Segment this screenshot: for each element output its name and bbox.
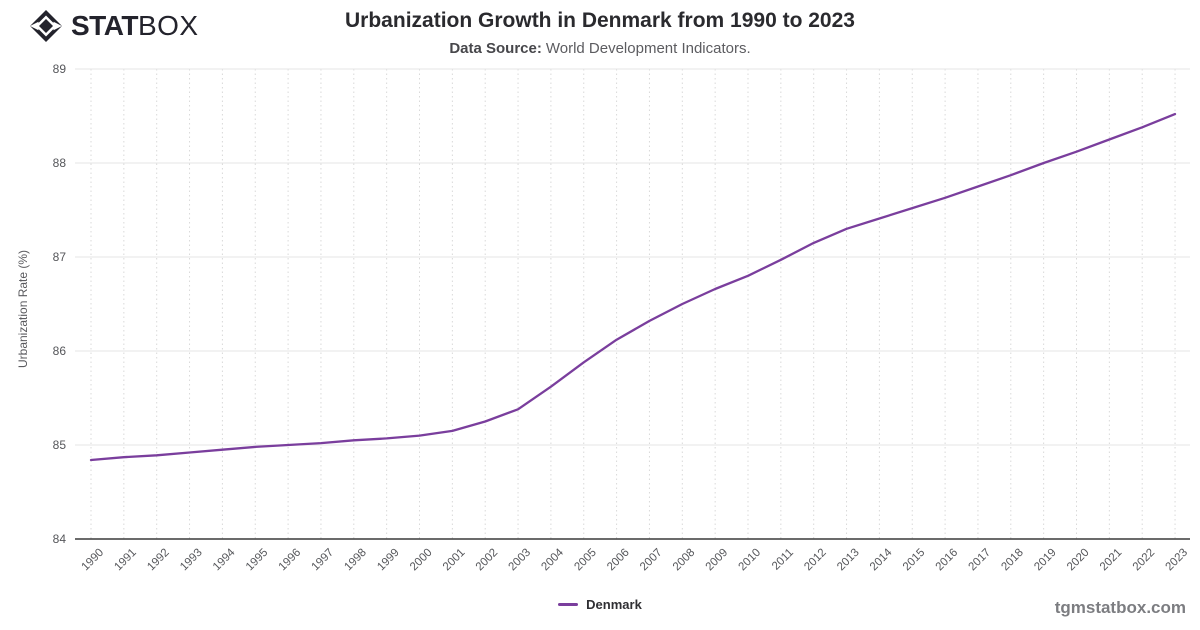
x-tick-label: 1996 xyxy=(277,547,304,574)
x-tick-label: 2003 xyxy=(507,547,534,574)
x-tick-label: 2001 xyxy=(441,547,468,574)
y-axis-title: Urbanization Rate (%) xyxy=(16,249,30,368)
legend-swatch-denmark xyxy=(558,603,579,606)
x-tick-label: 1995 xyxy=(244,547,271,574)
logo-text-box: BOX xyxy=(137,10,199,41)
x-tick-label: 1991 xyxy=(112,547,139,574)
y-tick-label: 89 xyxy=(53,62,67,76)
x-tick-label: 2011 xyxy=(770,547,796,573)
logo-text: STATBOX xyxy=(71,10,199,42)
x-tick-label: 2007 xyxy=(638,547,665,574)
x-tick-label: 2020 xyxy=(1065,547,1092,574)
x-tick-label: 2021 xyxy=(1098,547,1125,574)
diamond-gem-icon xyxy=(30,10,62,42)
x-tick-label: 1994 xyxy=(211,546,238,573)
x-tick-label: 2000 xyxy=(408,547,435,574)
watermark: tgmstatbox.com xyxy=(1054,598,1186,617)
x-tick-label: 1997 xyxy=(310,547,337,574)
x-tick-label: 2016 xyxy=(934,547,961,574)
logo: STATBOX xyxy=(28,8,199,44)
x-tick-label: 2018 xyxy=(999,547,1026,574)
x-tick-label: 1999 xyxy=(375,547,402,574)
x-tick-label: 1998 xyxy=(342,547,369,574)
x-tick-label: 2010 xyxy=(737,547,764,574)
x-tick-label: 2009 xyxy=(704,547,731,574)
y-tick-label: 88 xyxy=(53,156,67,170)
x-tick-label: 2004 xyxy=(539,546,566,573)
x-tick-label: 2022 xyxy=(1131,547,1158,574)
x-tick-label: 2014 xyxy=(868,546,895,573)
x-tick-label: 2019 xyxy=(1032,547,1059,574)
x-tick-label: 2005 xyxy=(572,547,599,574)
y-tick-label: 87 xyxy=(53,250,67,264)
x-tick-label: 2017 xyxy=(967,547,994,574)
x-tick-label: 1990 xyxy=(80,547,107,574)
legend-label-denmark: Denmark xyxy=(586,597,642,612)
legend: Denmark xyxy=(0,597,1200,612)
logo-text-stat: STAT xyxy=(71,10,138,41)
x-tick-label: 2013 xyxy=(835,547,862,574)
x-tick-label: 2023 xyxy=(1164,547,1191,574)
x-tick-label: 1993 xyxy=(178,547,205,574)
x-tick-label: 2008 xyxy=(671,547,698,574)
x-tick-label: 2002 xyxy=(474,547,501,574)
y-tick-label: 86 xyxy=(53,344,67,358)
y-tick-label: 85 xyxy=(53,438,67,452)
x-tick-label: 1992 xyxy=(145,547,172,574)
x-tick-label: 2006 xyxy=(605,547,632,574)
x-tick-label: 2015 xyxy=(901,547,928,574)
x-tick-label: 2012 xyxy=(802,547,829,574)
line-denmark xyxy=(89,112,1177,462)
y-tick-label: 84 xyxy=(53,532,67,546)
